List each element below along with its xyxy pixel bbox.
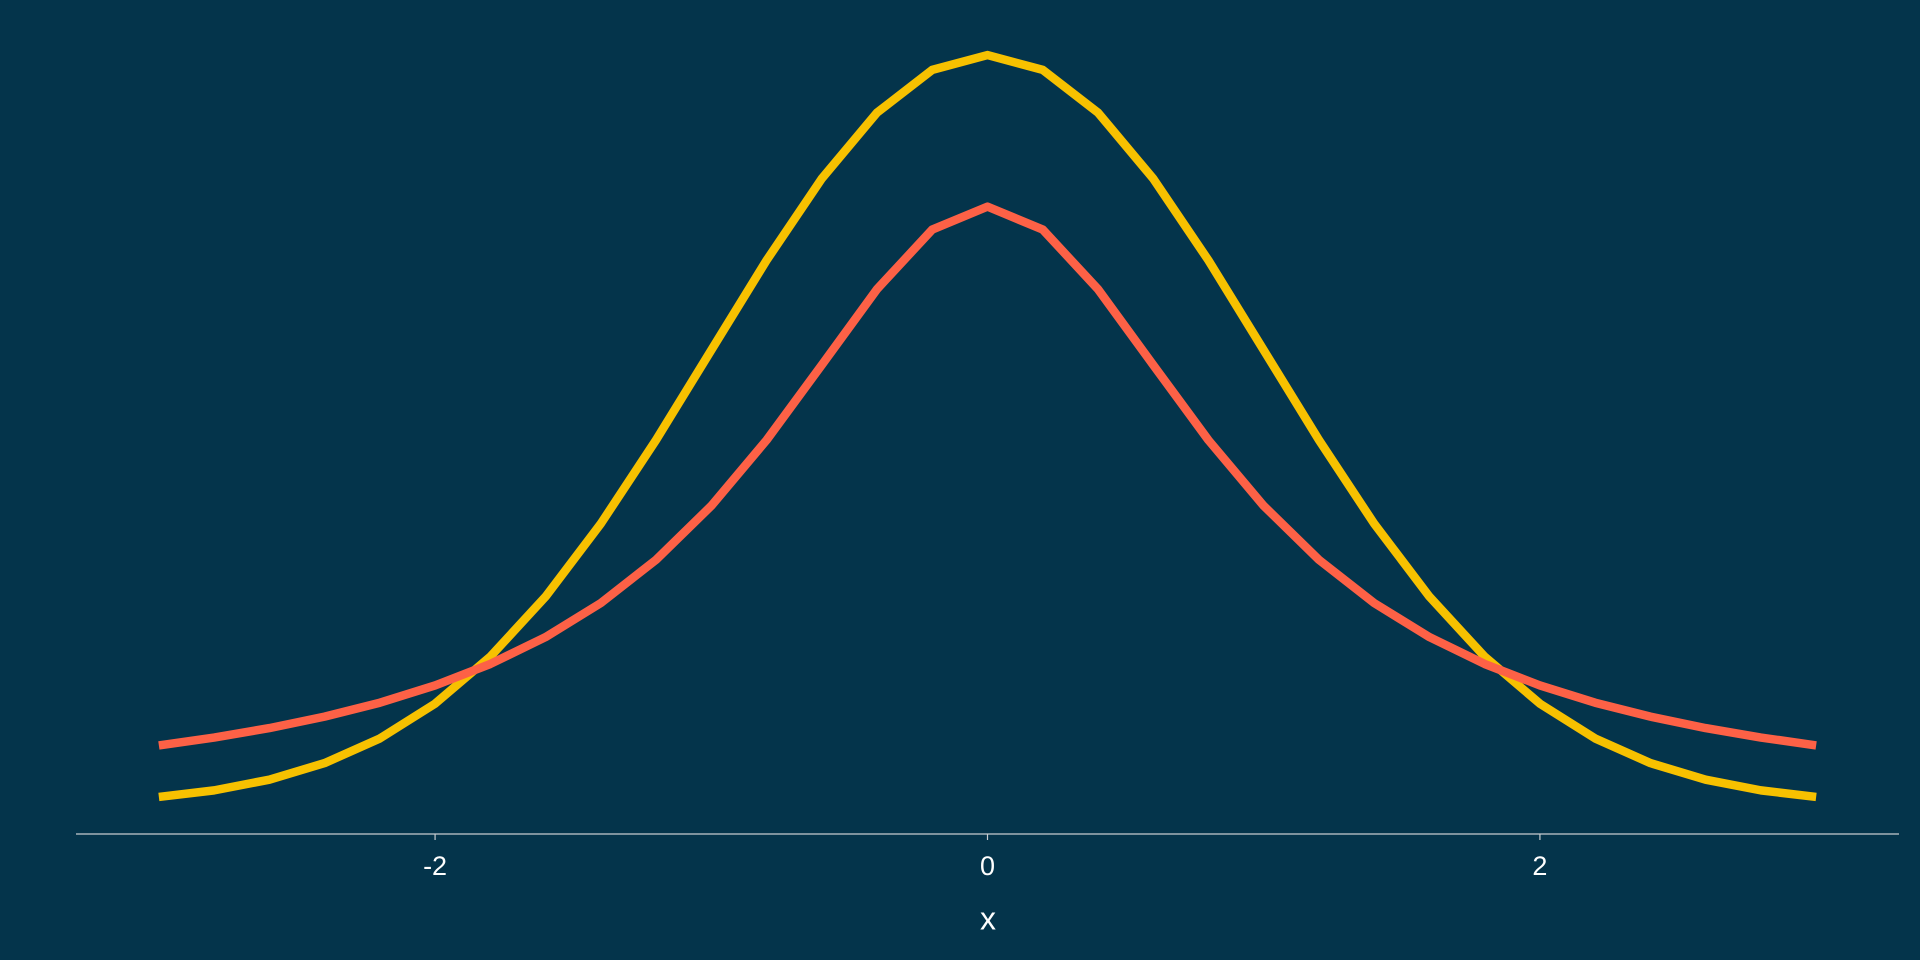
- x-tick-label: -2: [423, 851, 447, 881]
- x-tick-label: 0: [980, 851, 995, 881]
- density-line: [158, 202, 1817, 750]
- density-line: [158, 50, 1817, 802]
- x-axis-label: x: [980, 900, 996, 936]
- x-tick-label: 2: [1532, 851, 1547, 881]
